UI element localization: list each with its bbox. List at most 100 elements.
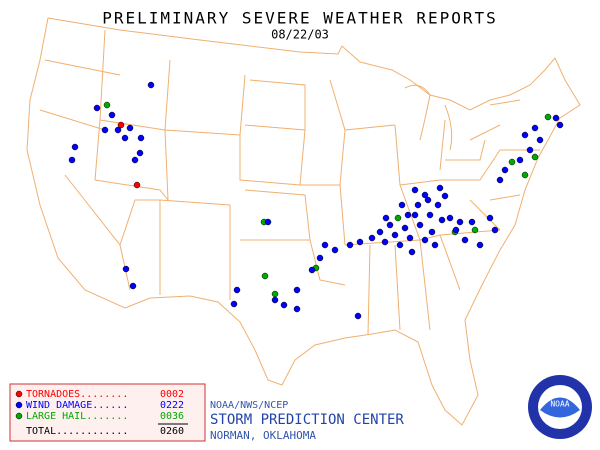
report-dot [117,121,125,129]
legend-count: 0036 [160,411,184,422]
report-dot [516,156,524,164]
report-dot [406,234,414,242]
legend-label: LARGE HAIL....... [26,411,128,422]
report-dot [261,272,269,280]
report-dot [376,228,384,236]
report-dot [411,186,419,194]
report-dot [436,184,444,192]
report-dot [471,226,479,234]
report-dot [438,216,446,224]
state-lines [39,29,540,336]
report-dot [293,286,301,294]
report-dot [126,124,134,132]
report-dot [431,241,439,249]
report-dot [381,238,389,246]
report-dot [114,126,122,134]
report-dot [486,214,494,222]
title: PRELIMINARY SEVERE WEATHER REPORTS [102,9,498,28]
report-dot [421,191,429,199]
report-dot [264,218,272,226]
report-dot [131,156,139,164]
report-dot [476,241,484,249]
report-dot [491,226,499,234]
date: 08/22/03 [271,28,329,42]
storm-reports [68,81,564,320]
report-dot [416,221,424,229]
report-dot [426,211,434,219]
report-dot [556,121,564,129]
report-dot [271,290,279,298]
legend-count: 0002 [160,389,184,400]
report-dot [396,241,404,249]
report-dot [414,201,422,209]
report-dot [468,218,476,226]
report-dot [552,114,560,122]
legend: TORNADOES........ 0002 WIND DAMAGE...... 02… [15,389,188,437]
location: NORMAN, OKLAHOMA [210,429,316,442]
legend-label: WIND DAMAGE...... [26,400,128,411]
total-label: TOTAL............ [26,426,128,437]
report-dot [129,282,137,290]
report-dot [428,228,436,236]
report-dot [531,124,539,132]
report-dot [391,231,399,239]
report-dot [321,241,329,249]
report-dot [121,134,129,142]
report-dot [456,218,464,226]
legend-dot [15,412,23,420]
report-dot [280,301,288,309]
report-dot [71,143,79,151]
report-dot [354,312,362,320]
report-dot [421,236,429,244]
report-dot [401,224,409,232]
report-dot [496,176,504,184]
report-dot [101,126,109,134]
total-count: 0260 [160,426,184,437]
noaa-logo: NOAA [528,375,592,439]
report-dot [386,221,394,229]
report-dot [137,134,145,142]
report-dot [308,266,316,274]
report-dot [452,226,460,234]
report-dot [446,214,454,222]
logo-text: NOAA [550,400,569,409]
report-dot [368,234,376,242]
report-dot [382,214,390,222]
report-dot [501,166,509,174]
us-map [26,17,581,426]
report-dot [103,101,111,109]
legend-label: TORNADOES........ [26,389,128,400]
report-dot [408,248,416,256]
report-dot [441,192,449,200]
report-dot [508,158,516,166]
report-dot [122,265,130,273]
report-dot [147,81,155,89]
report-dot [316,254,324,262]
report-dot [521,131,529,139]
agency: NOAA/NWS/NCEP [210,400,288,411]
report-dot [271,296,279,304]
legend-dot [15,401,23,409]
report-dot [293,305,301,313]
report-dot [133,181,141,189]
report-dot [398,201,406,209]
report-dot [544,113,552,121]
report-dot [93,104,101,112]
report-dot [531,153,539,161]
logo-bird [540,397,580,418]
report-dot [136,149,144,157]
report-dot [521,171,529,179]
report-dot [536,136,544,144]
report-dot [434,201,442,209]
report-dot [424,196,432,204]
report-dot [331,246,339,254]
us-outline [26,17,581,426]
report-dot [230,300,238,308]
legend-dot [15,390,23,398]
legend-box [9,383,206,442]
report-dot [233,286,241,294]
great-lakes [404,84,521,151]
report-dot [356,238,364,246]
report-dot [394,214,402,222]
